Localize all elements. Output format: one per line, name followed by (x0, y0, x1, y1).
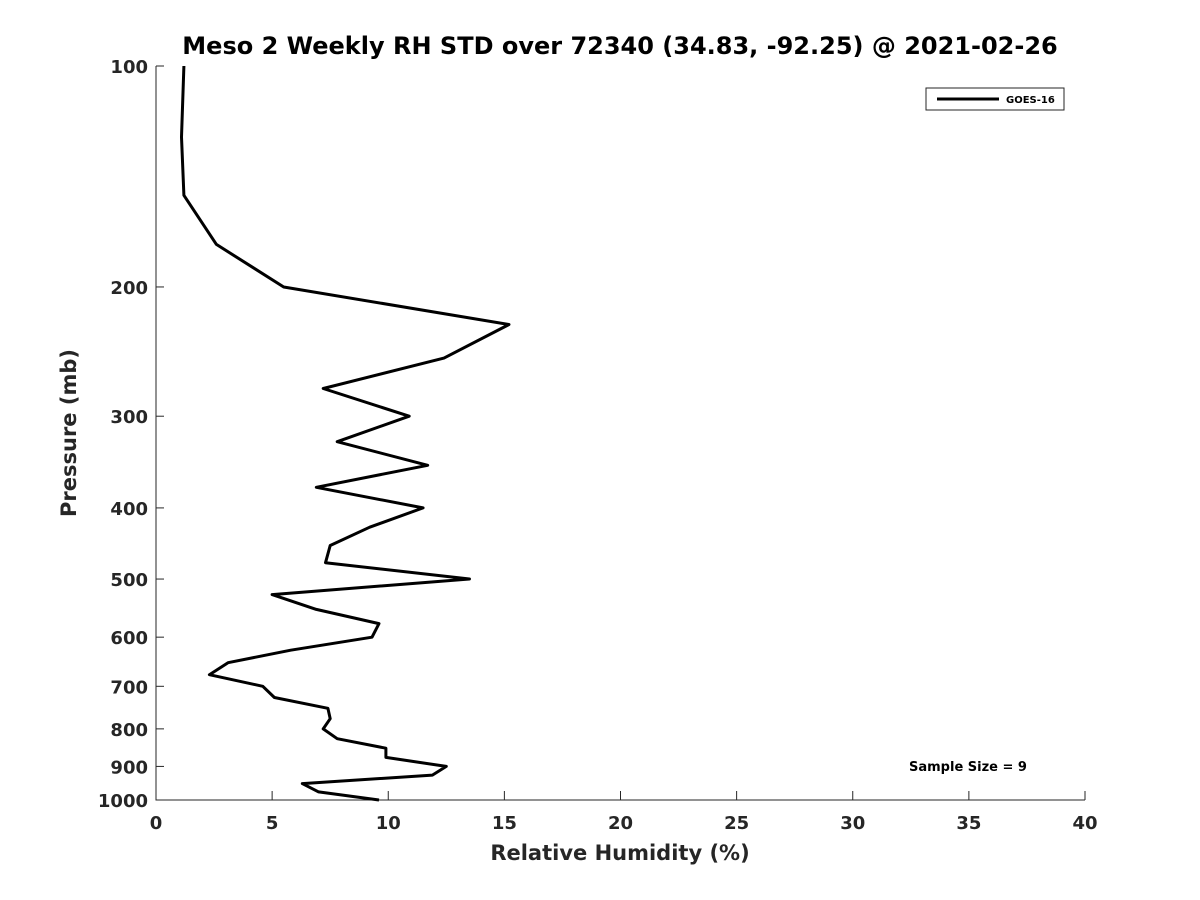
y-tick-label: 700 (110, 677, 148, 698)
y-tick-label: 900 (110, 757, 148, 778)
x-tick-label: 20 (608, 813, 633, 834)
y-tick-label: 100 (110, 57, 148, 78)
x-tick-label: 10 (376, 813, 401, 834)
x-tick-label: 25 (724, 813, 749, 834)
x-axis-label: Relative Humidity (%) (490, 841, 749, 865)
y-tick-label: 500 (110, 570, 148, 591)
y-axis-ticks: 100 200 300 400 500 600 700 800 900 1000 (98, 57, 164, 812)
y-tick-label: 1000 (98, 791, 148, 812)
chart-title: Meso 2 Weekly RH STD over 72340 (34.83, … (182, 32, 1057, 60)
y-tick-label: 300 (110, 407, 148, 428)
y-tick-label: 600 (110, 628, 148, 649)
series-line-goes-16 (180, 65, 511, 802)
sample-size-annotation: Sample Size = 9 (909, 760, 1027, 775)
plot-area (180, 65, 511, 802)
legend-label-goes-16: GOES-16 (1006, 95, 1055, 106)
x-tick-label: 40 (1072, 813, 1097, 834)
y-axis-label: Pressure (mb) (57, 349, 81, 517)
axes-box (155, 66, 1085, 801)
x-tick-label: 30 (840, 813, 865, 834)
x-tick-label: 0 (150, 813, 163, 834)
x-axis-ticks: 0 5 10 15 20 25 30 35 40 (150, 791, 1098, 834)
y-tick-label: 800 (110, 720, 148, 741)
legend: GOES-16 (925, 87, 1065, 111)
x-tick-label: 35 (956, 813, 981, 834)
x-tick-label: 15 (492, 813, 517, 834)
y-tick-label: 400 (110, 499, 148, 520)
y-tick-label: 200 (110, 278, 148, 299)
x-tick-label: 5 (266, 813, 279, 834)
